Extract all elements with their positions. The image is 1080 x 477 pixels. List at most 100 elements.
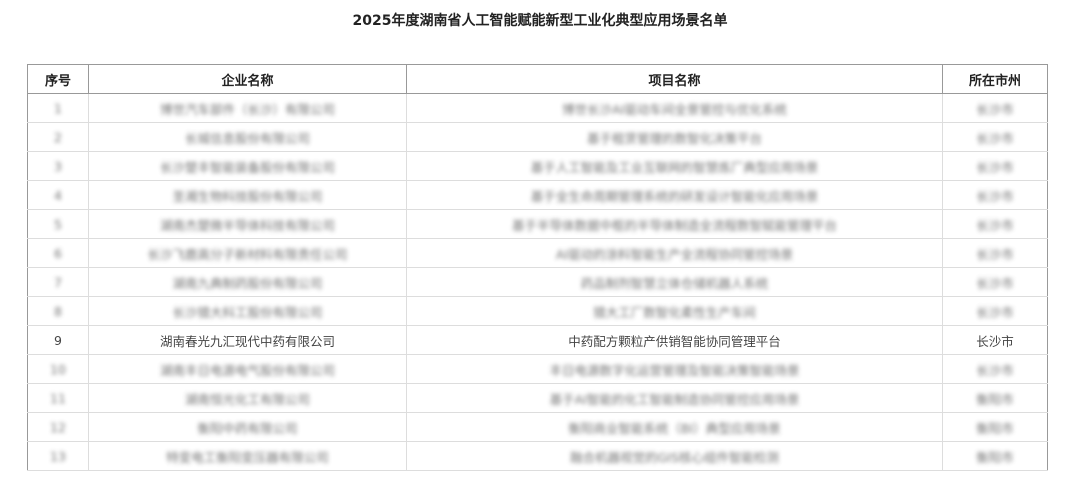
cell-company-text: 湖南春光九汇现代中药有限公司 bbox=[159, 333, 335, 349]
cell-company-text: 长城信息股份有限公司 bbox=[184, 130, 310, 146]
cell-city: 长沙市 bbox=[942, 93, 1048, 123]
cell-city-text: 长沙市 bbox=[976, 275, 1014, 291]
cell-project: 基于人工智能及工业互联网的智慧炼厂典型应用场景 bbox=[406, 151, 943, 181]
cell-city: 长沙市 bbox=[942, 209, 1048, 239]
cell-company: 特变电工衡阳变压器有限公司 bbox=[88, 441, 407, 471]
cell-no-text: 5 bbox=[54, 216, 62, 232]
cell-company: 长沙猎大科工股份有限公司 bbox=[88, 296, 407, 326]
cell-project-text: 猎大工厂数智化柔性生产车间 bbox=[593, 304, 756, 320]
header-project: 项目名称 bbox=[406, 64, 943, 94]
cell-company: 湖南丰日电源电气股份有限公司 bbox=[88, 354, 407, 384]
table-row: 12 衡阳中药有限公司 衡阳商业智能系统（BI）典型应用场景 衡阳市 bbox=[27, 412, 1048, 442]
cell-no: 1 bbox=[27, 93, 89, 123]
cell-project-text: 基于人工智能及工业互联网的智慧炼厂典型应用场景 bbox=[530, 159, 819, 175]
cell-company: 湖南九典制药股份有限公司 bbox=[88, 267, 407, 297]
cell-company-text: 长沙猎大科工股份有限公司 bbox=[172, 304, 323, 320]
cell-city-text: 长沙市 bbox=[976, 130, 1014, 146]
cell-no: 4 bbox=[27, 180, 89, 210]
cell-no-text: 12 bbox=[50, 419, 66, 435]
cell-company-text: 衡阳中药有限公司 bbox=[197, 420, 298, 436]
cell-company-text: 圣湘生物科技股份有限公司 bbox=[172, 188, 323, 204]
cell-city: 长沙市 bbox=[942, 151, 1048, 181]
cell-city-text: 长沙市 bbox=[976, 333, 1014, 349]
cell-no-text: 13 bbox=[50, 448, 66, 464]
cell-no: 10 bbox=[27, 354, 89, 384]
cell-company-text: 湖南九典制药股份有限公司 bbox=[172, 275, 323, 291]
cell-no-text: 9 bbox=[54, 332, 62, 348]
cell-city: 衡阳市 bbox=[942, 383, 1048, 413]
cell-city: 长沙市 bbox=[942, 180, 1048, 210]
cell-no-text: 3 bbox=[54, 158, 62, 174]
cell-no-text: 4 bbox=[54, 187, 62, 203]
header-company: 企业名称 bbox=[88, 64, 407, 94]
cell-no: 3 bbox=[27, 151, 89, 181]
cell-city: 衡阳市 bbox=[942, 412, 1048, 442]
cell-company-text: 长沙楚丰智能装备股份有限公司 bbox=[159, 159, 335, 175]
cell-project: 丰日电源数字化运营管理及智能决策智能场景 bbox=[406, 354, 943, 384]
cell-company: 湖南杰楚微半导体科技有限公司 bbox=[88, 209, 407, 239]
cell-company-text: 湖南丰日电源电气股份有限公司 bbox=[159, 362, 335, 378]
table-row: 4 圣湘生物科技股份有限公司 基于全生命周期管理系统的研发设计智能化应用场景 长沙市 bbox=[27, 180, 1048, 210]
cell-city: 衡阳市 bbox=[942, 441, 1048, 471]
cell-company: 博世汽车部件（长沙）有限公司 bbox=[88, 93, 407, 123]
cell-project: 融合机器视觉的GIS核心组件智能检测 bbox=[406, 441, 943, 471]
cell-no: 13 bbox=[27, 441, 89, 471]
cell-company: 长沙楚丰智能装备股份有限公司 bbox=[88, 151, 407, 181]
table-row: 1 博世汽车部件（长沙）有限公司 博世长沙AI驱动车间全景管控与优化系统 长沙市 bbox=[27, 93, 1048, 123]
table-row: 3 长沙楚丰智能装备股份有限公司 基于人工智能及工业互联网的智慧炼厂典型应用场景 长沙… bbox=[27, 151, 1048, 181]
cell-city: 长沙市 bbox=[942, 267, 1048, 297]
cell-no: 5 bbox=[27, 209, 89, 239]
header-city: 所在市州 bbox=[942, 64, 1048, 94]
cell-project: 药品制剂智慧立体仓储机器人系统 bbox=[406, 267, 943, 297]
cell-city-text: 长沙市 bbox=[976, 101, 1014, 117]
cell-company: 衡阳中药有限公司 bbox=[88, 412, 407, 442]
table-row: 8 长沙猎大科工股份有限公司 猎大工厂数智化柔性生产车间 长沙市 bbox=[27, 296, 1048, 326]
table-row: 2 长城信息股份有限公司 基于租赁管理的数智化决策平台 长沙市 bbox=[27, 122, 1048, 152]
cell-no-text: 11 bbox=[50, 390, 66, 406]
cell-project-text: 融合机器视觉的GIS核心组件智能检测 bbox=[570, 449, 779, 465]
table-row: 7 湖南九典制药股份有限公司 药品制剂智慧立体仓储机器人系统 长沙市 bbox=[27, 267, 1048, 297]
cell-project-text: 基于AI智能的化工智能制造协同管控应用场景 bbox=[549, 391, 800, 407]
table-row: 10 湖南丰日电源电气股份有限公司 丰日电源数字化运营管理及智能决策智能场景 长沙市 bbox=[27, 354, 1048, 384]
cell-city: 长沙市 bbox=[942, 238, 1048, 268]
cell-no-text: 10 bbox=[50, 361, 66, 377]
table-row: 13 特变电工衡阳变压器有限公司 融合机器视觉的GIS核心组件智能检测 衡阳市 bbox=[27, 441, 1048, 471]
cell-project-text: 中药配方颗粒产供销智能协同管理平台 bbox=[568, 333, 781, 349]
cell-company: 湖南恒光化工有限公司 bbox=[88, 383, 407, 413]
cell-project: 基于AI智能的化工智能制造协同管控应用场景 bbox=[406, 383, 943, 413]
cell-city: 长沙市 bbox=[942, 296, 1048, 326]
cell-project: 衡阳商业智能系统（BI）典型应用场景 bbox=[406, 412, 943, 442]
cell-no: 7 bbox=[27, 267, 89, 297]
cell-no: 6 bbox=[27, 238, 89, 268]
cell-project-text: 丰日电源数字化运营管理及智能决策智能场景 bbox=[549, 362, 800, 378]
table-row: 6 长沙飞鹿高分子新材料有限责任公司 AI驱动的涂料智能生产全流程协同管控场景 长沙市 bbox=[27, 238, 1048, 268]
cell-project-text: 博世长沙AI驱动车间全景管控与优化系统 bbox=[562, 101, 787, 117]
cell-project: 中药配方颗粒产供销智能协同管理平台 bbox=[406, 325, 943, 355]
scenario-table: 序号 企业名称 项目名称 所在市州 1 博世汽车部件（长沙）有限公司 博世长沙AI驱… bbox=[27, 64, 1048, 471]
cell-city-text: 衡阳市 bbox=[976, 420, 1014, 436]
cell-no-text: 1 bbox=[54, 100, 62, 116]
cell-company: 长城信息股份有限公司 bbox=[88, 122, 407, 152]
cell-company: 圣湘生物科技股份有限公司 bbox=[88, 180, 407, 210]
cell-city-text: 长沙市 bbox=[976, 304, 1014, 320]
cell-city: 长沙市 bbox=[942, 354, 1048, 384]
cell-city-text: 长沙市 bbox=[976, 246, 1014, 262]
cell-project-text: 基于全生命周期管理系统的研发设计智能化应用场景 bbox=[530, 188, 819, 204]
table-header-row: 序号 企业名称 项目名称 所在市州 bbox=[27, 64, 1048, 94]
cell-no: 12 bbox=[27, 412, 89, 442]
cell-city-text: 衡阳市 bbox=[976, 449, 1014, 465]
cell-company-text: 湖南恒光化工有限公司 bbox=[184, 391, 310, 407]
header-no: 序号 bbox=[27, 64, 89, 94]
cell-project-text: 衡阳商业智能系统（BI）典型应用场景 bbox=[568, 420, 781, 436]
cell-no: 11 bbox=[27, 383, 89, 413]
cell-project: 基于半导体数据中枢的半导体制造全流程数智赋能管理平台 bbox=[406, 209, 943, 239]
cell-city-text: 长沙市 bbox=[976, 188, 1014, 204]
cell-no-text: 6 bbox=[54, 245, 62, 261]
cell-company: 湖南春光九汇现代中药有限公司 bbox=[88, 325, 407, 355]
cell-project-text: 基于租赁管理的数智化决策平台 bbox=[586, 130, 762, 146]
cell-project: 猎大工厂数智化柔性生产车间 bbox=[406, 296, 943, 326]
cell-no: 9 bbox=[27, 325, 89, 355]
cell-city: 长沙市 bbox=[942, 122, 1048, 152]
cell-no-text: 2 bbox=[54, 129, 62, 145]
cell-company-text: 博世汽车部件（长沙）有限公司 bbox=[159, 101, 335, 117]
